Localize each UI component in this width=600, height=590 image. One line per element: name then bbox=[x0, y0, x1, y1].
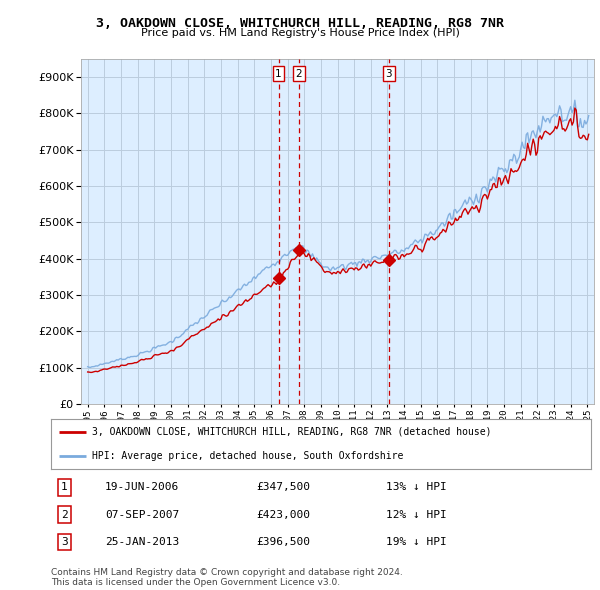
Text: £423,000: £423,000 bbox=[256, 510, 310, 520]
Text: £396,500: £396,500 bbox=[256, 537, 310, 547]
Text: 19% ↓ HPI: 19% ↓ HPI bbox=[386, 537, 446, 547]
Text: 2: 2 bbox=[61, 510, 68, 520]
Text: 25-JAN-2013: 25-JAN-2013 bbox=[105, 537, 179, 547]
Text: 3: 3 bbox=[61, 537, 68, 547]
Text: 13% ↓ HPI: 13% ↓ HPI bbox=[386, 483, 446, 493]
Text: 1: 1 bbox=[275, 68, 282, 78]
Text: HPI: Average price, detached house, South Oxfordshire: HPI: Average price, detached house, Sout… bbox=[91, 451, 403, 461]
Text: 3, OAKDOWN CLOSE, WHITCHURCH HILL, READING, RG8 7NR: 3, OAKDOWN CLOSE, WHITCHURCH HILL, READI… bbox=[96, 17, 504, 30]
Text: 1: 1 bbox=[61, 483, 68, 493]
Text: £347,500: £347,500 bbox=[256, 483, 310, 493]
Text: Contains HM Land Registry data © Crown copyright and database right 2024.
This d: Contains HM Land Registry data © Crown c… bbox=[51, 568, 403, 587]
Text: 19-JUN-2006: 19-JUN-2006 bbox=[105, 483, 179, 493]
Text: 07-SEP-2007: 07-SEP-2007 bbox=[105, 510, 179, 520]
Text: 12% ↓ HPI: 12% ↓ HPI bbox=[386, 510, 446, 520]
Text: 3, OAKDOWN CLOSE, WHITCHURCH HILL, READING, RG8 7NR (detached house): 3, OAKDOWN CLOSE, WHITCHURCH HILL, READI… bbox=[91, 427, 491, 437]
Text: 2: 2 bbox=[296, 68, 302, 78]
Text: Price paid vs. HM Land Registry's House Price Index (HPI): Price paid vs. HM Land Registry's House … bbox=[140, 28, 460, 38]
Text: 3: 3 bbox=[385, 68, 392, 78]
